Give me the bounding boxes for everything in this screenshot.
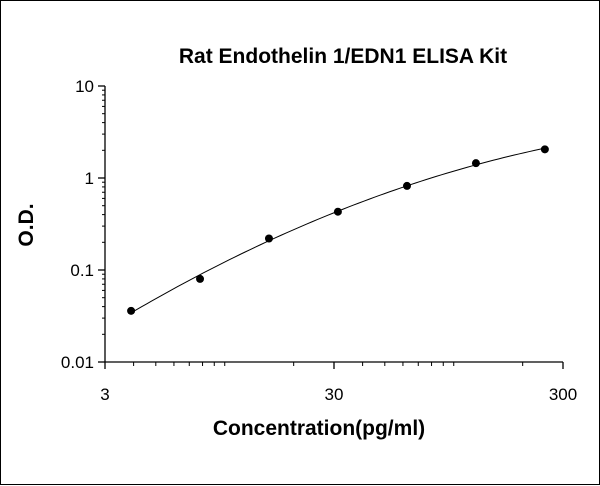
- data-point: [264, 234, 273, 243]
- y-axis-label: O.D.: [15, 203, 38, 246]
- x-tick-label: 300: [549, 385, 577, 404]
- data-point: [127, 306, 136, 315]
- data-point: [196, 274, 205, 283]
- data-point: [333, 207, 342, 216]
- data-point: [471, 159, 480, 168]
- y-tick-label: 0.01: [61, 353, 94, 372]
- y-tick-label: 0.1: [70, 261, 94, 280]
- x-axis-label: Concentration(pg/ml): [213, 417, 425, 440]
- fit-curve: [130, 147, 545, 314]
- y-tick-label: 1: [85, 169, 94, 188]
- data-point: [402, 181, 411, 190]
- x-tick-label: 3: [100, 385, 109, 404]
- x-tick-label: 30: [325, 385, 344, 404]
- data-point: [540, 145, 549, 154]
- y-tick-label: 10: [75, 77, 94, 96]
- chart-title: Rat Endothelin 1/EDN1 ELISA Kit: [179, 45, 507, 68]
- plot-area: 0.01 0.1 1 10 3 30 300: [61, 77, 577, 404]
